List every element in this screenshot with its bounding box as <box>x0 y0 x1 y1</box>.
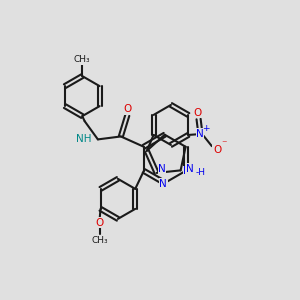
Text: -H: -H <box>196 168 206 177</box>
Text: O: O <box>124 104 132 114</box>
Text: CH₃: CH₃ <box>92 236 108 245</box>
Text: N: N <box>158 164 166 174</box>
Text: ⁻: ⁻ <box>221 140 226 150</box>
Text: N: N <box>186 164 194 174</box>
Text: CH₃: CH₃ <box>74 55 91 64</box>
Text: O: O <box>194 108 202 118</box>
Text: O: O <box>213 145 221 155</box>
Text: N: N <box>159 178 167 189</box>
Text: O: O <box>96 218 104 228</box>
Text: +: + <box>202 124 209 133</box>
Text: N: N <box>196 129 204 139</box>
Text: N: N <box>183 167 191 176</box>
Text: NH: NH <box>76 134 92 144</box>
